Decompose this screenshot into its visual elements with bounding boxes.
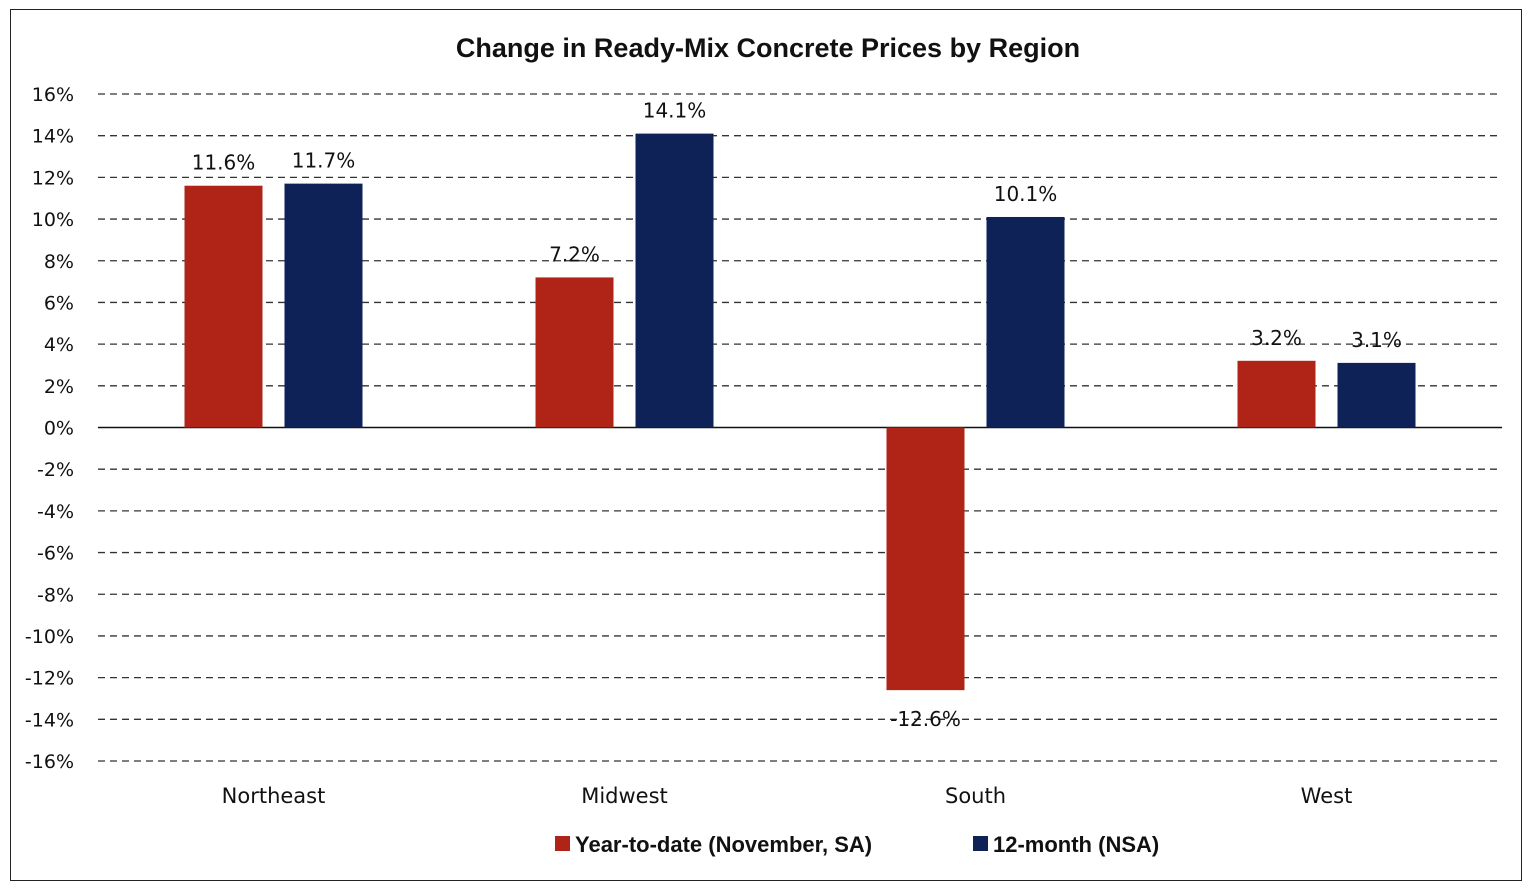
y-tick-label: 14% [32,126,74,148]
bar [635,133,714,428]
y-tick-label: 0% [44,418,74,440]
legend-label: Year-to-date (November, SA) [575,832,872,857]
bar [284,183,363,428]
bars [184,133,1416,691]
y-tick-label: 8% [44,251,74,273]
y-tick-label: 12% [32,167,74,189]
bar [184,185,263,428]
y-tick-label: 10% [32,209,74,231]
y-axis: 16% 14% 12% 10% 8% 6% 4% 2% 0% -2% -4% -6% -8% -10% -1… [25,84,74,773]
data-labels: 11.6% 11.7% 7.2% 14.1% -12.6% 10.1% 3.2% 3.1% [192,99,1402,732]
bar [986,216,1065,428]
data-label: 3.2% [1251,326,1302,350]
y-tick-label: 16% [32,84,74,106]
data-label: 7.2% [549,242,600,266]
y-tick-label: -10% [25,626,74,648]
bar [1237,360,1316,428]
chart-title: Change in Ready-Mix Concrete Prices by R… [456,33,1080,63]
legend-label: 12-month (NSA) [993,832,1159,857]
category-label: Northeast [222,784,326,808]
y-tick-label: -16% [25,751,74,773]
legend: Year-to-date (November, SA) 12-month (NSA… [555,832,1159,857]
bar [1337,362,1416,428]
data-label: 10.1% [994,182,1058,206]
data-label: 11.7% [292,149,356,173]
legend-swatch [973,836,988,851]
y-tick-label: -2% [37,459,74,481]
x-axis: Northeast Midwest South West [222,784,1353,808]
bar [535,277,614,428]
y-tick-label: -8% [37,584,74,606]
y-tick-label: 4% [44,334,74,356]
y-tick-label: -12% [25,668,74,690]
category-label: West [1301,784,1353,808]
data-label: -12.6% [890,707,961,731]
y-tick-label: -6% [37,543,74,565]
bar [886,427,965,691]
y-tick-label: 6% [44,292,74,314]
data-label: 11.6% [192,151,256,175]
y-tick-label: -4% [37,501,74,523]
y-tick-label: 2% [44,376,74,398]
category-label: Midwest [581,784,668,808]
data-label: 14.1% [643,99,707,123]
data-label: 3.1% [1351,328,1402,352]
category-label: South [945,784,1006,808]
chart-frame [10,9,1522,881]
y-tick-label: -14% [25,709,74,731]
legend-swatch [555,836,570,851]
